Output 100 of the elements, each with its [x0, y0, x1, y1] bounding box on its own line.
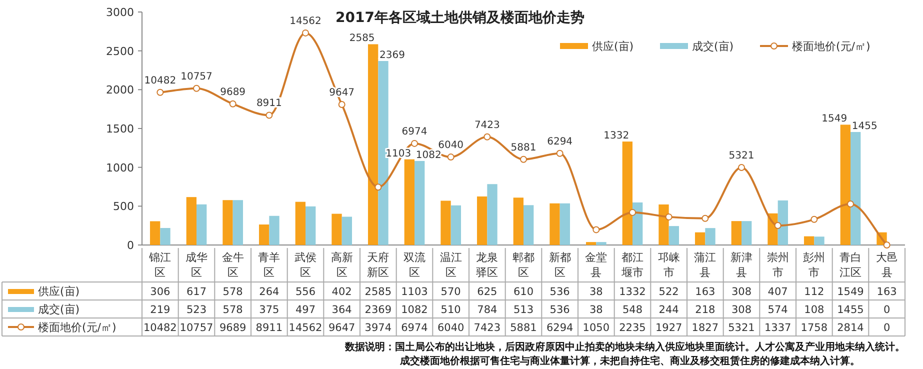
- bar: [476, 196, 488, 245]
- data-label: 548: [622, 304, 643, 316]
- bar: [222, 200, 233, 245]
- chart-title: 2017年各区域土地供销及楼面地价走势: [336, 10, 584, 26]
- data-label: 2369: [364, 304, 392, 316]
- bar: [814, 236, 824, 245]
- x-tick-label: 金堂县: [585, 251, 608, 279]
- data-label: 5321: [728, 322, 755, 334]
- bar: [160, 228, 170, 245]
- bar: [404, 159, 414, 245]
- bar: [658, 204, 669, 245]
- point: [156, 88, 164, 96]
- bar: [306, 206, 316, 245]
- data-label: 510: [440, 304, 461, 316]
- data-label: 1827: [692, 322, 719, 334]
- data-label: 1455: [837, 304, 864, 316]
- bar: [804, 236, 814, 245]
- data-label: 556: [295, 286, 316, 298]
- bar: [731, 221, 742, 245]
- point: [302, 29, 309, 36]
- data-label: 3974: [364, 322, 392, 334]
- x-tick-label: 大邑县: [876, 251, 898, 279]
- bar: [694, 232, 706, 245]
- bar: [560, 203, 570, 245]
- x-tick-label: 锦江区: [148, 251, 172, 279]
- data-label: 264: [259, 286, 280, 298]
- bar: [840, 124, 850, 245]
- data-label: 6294: [546, 322, 574, 334]
- bar: [450, 205, 462, 245]
- data-label: 625: [477, 286, 498, 298]
- bar: [632, 202, 643, 245]
- data-label: 1082: [401, 304, 428, 316]
- data-label: 364: [332, 304, 352, 316]
- annotation: 6294: [547, 136, 573, 148]
- data-label: 14562: [288, 322, 322, 334]
- bar: [295, 202, 306, 245]
- x-tick-label: 武侯区: [294, 251, 316, 279]
- annotation: 1332: [604, 130, 630, 142]
- bar: [258, 224, 270, 245]
- bar: [332, 214, 342, 245]
- data-label: 6974: [401, 322, 428, 334]
- annotation: 14562: [290, 16, 322, 27]
- x-tick-label: 郫都区: [512, 251, 534, 279]
- data-label: 7423: [474, 322, 501, 334]
- bar: [440, 200, 451, 245]
- data-label: 1332: [619, 286, 646, 298]
- point: [193, 84, 200, 92]
- point: [338, 101, 346, 108]
- data-label: 5881: [510, 322, 537, 334]
- bar: [150, 221, 160, 245]
- data-label: 308: [731, 286, 752, 298]
- annotation: 10757: [180, 71, 212, 82]
- data-label: 9647: [328, 322, 356, 334]
- annotation: 9689: [220, 86, 246, 98]
- data-label: 112: [804, 286, 824, 298]
- data-label: 2814: [837, 322, 864, 334]
- point: [810, 216, 818, 223]
- legend-label: 成交(亩): [692, 40, 734, 53]
- bar: [622, 142, 632, 245]
- data-label: 513: [513, 304, 534, 316]
- point: [266, 112, 273, 119]
- y-tick-label: 2500: [106, 44, 134, 58]
- legend-label: 供应(亩): [592, 40, 634, 53]
- bar: [342, 216, 352, 245]
- data-label: 610: [513, 286, 534, 298]
- bar: [232, 200, 244, 245]
- data-label: 570: [440, 286, 461, 298]
- annotation: 5321: [728, 150, 754, 162]
- data-label: 308: [731, 304, 752, 316]
- data-label: 10482: [143, 322, 177, 334]
- point: [411, 140, 418, 147]
- data-label: 0: [883, 304, 890, 316]
- bar: [596, 242, 606, 245]
- data-label: 536: [550, 286, 570, 298]
- point: [374, 184, 382, 191]
- bar: [742, 221, 752, 245]
- data-label: 497: [295, 304, 316, 316]
- data-label: 163: [876, 286, 897, 298]
- x-tick-label: 温江区: [440, 251, 462, 279]
- point: [774, 222, 782, 230]
- annotation: 5881: [510, 142, 536, 154]
- x-tick-label: 成华区: [186, 251, 208, 279]
- annotation: 6974: [402, 126, 428, 138]
- data-label: 219: [150, 304, 170, 316]
- data-label: 0: [883, 322, 890, 334]
- point: [665, 213, 672, 220]
- data-label: 218: [695, 304, 716, 316]
- bar: [368, 44, 378, 245]
- bar: [778, 200, 788, 245]
- x-tick-label: 崇州市: [766, 251, 789, 279]
- bar: [269, 216, 280, 245]
- point: [702, 214, 709, 222]
- text: 数据说明：国土局公布的出让地块，后因政府原因中止拍卖的地块未纳入供应地块里面统计。人才公寓及产业用地未纳入统计。: [344, 341, 905, 353]
- bar: [850, 132, 861, 245]
- y-tick-label: 1500: [106, 122, 134, 136]
- data-label: 2585: [364, 286, 392, 298]
- y-tick-label: 3000: [106, 6, 134, 19]
- x-tick-label: 青白江区: [840, 251, 862, 279]
- data-label: 1549: [837, 286, 864, 298]
- point: [556, 150, 564, 157]
